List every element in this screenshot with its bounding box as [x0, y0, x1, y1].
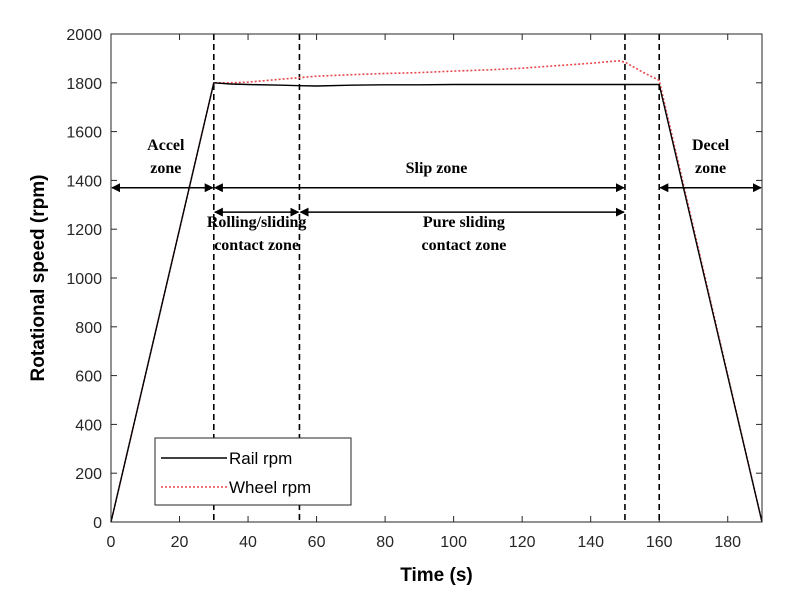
x-tick-label: 180: [714, 534, 741, 551]
y-tick-label: 1600: [66, 125, 102, 142]
plot-frame: [110, 33, 763, 523]
zone-label: Decel: [692, 137, 730, 154]
x-tick-label: 140: [577, 534, 604, 551]
legend-label-rail: Rail rpm: [229, 449, 292, 468]
y-axis-title: Rotational speed (rpm): [28, 175, 49, 382]
series-line-rail: [110, 82, 763, 523]
x-tick-label: 100: [440, 534, 467, 551]
y-tick-label: 600: [75, 369, 102, 386]
y-tick-label: 2000: [66, 27, 102, 44]
y-tick-label: 1400: [66, 173, 102, 190]
x-tick-label: 80: [376, 534, 394, 551]
x-tick-label: 20: [171, 534, 189, 551]
axis-ticks: 0 20 40 60 80 100 120 140 160 1800200400600800100…: [66, 27, 762, 551]
zone-markers: [212, 34, 661, 522]
y-tick-label: 1200: [66, 222, 102, 239]
zone-label: Rolling/sliding: [207, 214, 307, 231]
series-line-wheel: [110, 60, 763, 523]
y-tick-label: 400: [75, 417, 102, 434]
zone-label: zone: [150, 160, 181, 177]
x-tick-label: 0: [107, 534, 116, 551]
x-tick-label: 160: [646, 534, 673, 551]
x-tick-label: 120: [509, 534, 536, 551]
x-tick-label: 40: [239, 534, 257, 551]
y-tick-label: 200: [75, 466, 102, 483]
x-axis-title: Time (s): [400, 565, 473, 586]
zone-label: contact zone: [214, 237, 299, 254]
y-tick-label: 800: [75, 320, 102, 337]
zone-label: contact zone: [421, 237, 506, 254]
series-layer: [110, 60, 763, 523]
zone-label: zone: [695, 160, 726, 177]
zone-label: Accel: [147, 137, 185, 154]
legend: Rail rpm Wheel rpm: [154, 437, 352, 506]
legend-label-wheel: Wheel rpm: [229, 478, 311, 497]
x-tick-label: 60: [308, 534, 326, 551]
zone-arrows: [111, 183, 762, 217]
zone-annotations: Accel zone Slip zone Decel zone Rolling/slidi…: [147, 137, 730, 254]
zone-label: Pure sliding: [423, 214, 505, 231]
y-tick-label: 1800: [66, 76, 102, 93]
y-tick-label: 1000: [66, 271, 102, 288]
zone-label: Slip zone: [406, 160, 468, 177]
legend-box: [154, 437, 352, 506]
y-tick-label: 0: [93, 515, 102, 532]
